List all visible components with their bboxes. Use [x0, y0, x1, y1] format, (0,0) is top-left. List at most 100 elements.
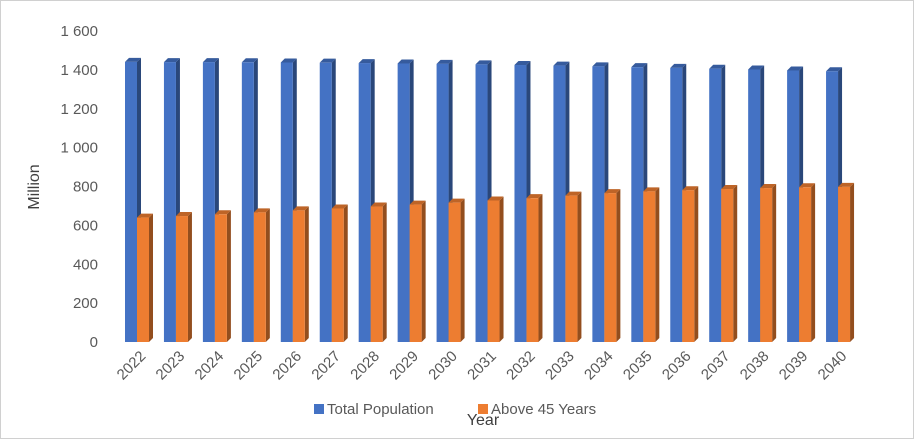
bar-front-face	[163, 62, 176, 342]
bar-top-face	[799, 183, 816, 188]
x-tick-label: 2034	[581, 348, 617, 384]
bar-above45-2025	[253, 208, 270, 342]
bar-above45-2040	[838, 182, 855, 342]
bar-top-face	[448, 198, 465, 203]
bar-front-face	[175, 216, 188, 342]
x-tick-label: 2036	[659, 348, 695, 384]
x-tick-label: 2030	[425, 348, 461, 384]
x-tick-label: 2039	[776, 348, 812, 384]
bar-above45-2023	[175, 212, 192, 342]
bar-above45-2024	[214, 210, 231, 342]
bar-side-face	[343, 204, 348, 342]
bar-front-face	[526, 198, 539, 342]
bar-front-face	[748, 69, 761, 342]
bar-above45-2038	[760, 184, 777, 342]
y-axis-ticks: 0 200 400 600 800 1 000 1 200 1 400 1 600	[60, 23, 98, 351]
bar-top-face	[280, 58, 297, 63]
y-tick-label: 1 400	[60, 62, 98, 79]
bar-top-face	[526, 194, 543, 199]
bar-side-face	[265, 208, 270, 342]
bar-top-face	[682, 186, 699, 191]
x-tick-label: 2029	[386, 348, 422, 384]
bar-top-face	[409, 200, 426, 205]
x-tick-label: 2023	[153, 348, 189, 384]
bar-front-face	[553, 65, 566, 342]
bar-top-face	[838, 182, 855, 187]
bar-above45-2034	[604, 189, 621, 342]
bar-side-face	[733, 185, 738, 342]
x-tick-label: 2033	[542, 348, 578, 384]
y-tick-label: 1 600	[60, 23, 98, 40]
bar-side-face	[149, 213, 153, 342]
bar-front-face	[202, 62, 215, 342]
bar-front-face	[838, 186, 851, 342]
bar-above45-2033	[565, 191, 582, 342]
y-tick-label: 800	[73, 179, 98, 196]
y-tick-label: 1 200	[60, 101, 98, 118]
bar-front-face	[721, 189, 734, 342]
bar-side-face	[499, 196, 504, 342]
bar-top-face	[709, 64, 726, 69]
bar-top-face	[397, 59, 414, 64]
bar-front-face	[514, 65, 527, 342]
bar-front-face	[397, 63, 410, 342]
bar-side-face	[655, 187, 660, 342]
bar-front-face	[331, 208, 344, 342]
x-axis-title: Year	[467, 412, 500, 429]
bar-front-face	[125, 61, 137, 342]
y-tick-label: 1 000	[60, 140, 98, 157]
y-tick-label: 0	[90, 334, 98, 351]
bar-top-face	[331, 204, 348, 209]
bar-above45-2036	[682, 186, 699, 342]
bar-side-face	[187, 212, 192, 342]
bar-side-face	[538, 194, 543, 342]
bar-front-face	[448, 202, 461, 342]
bar-top-face	[214, 210, 231, 215]
bar-front-face	[358, 63, 371, 343]
bar-side-face	[382, 202, 387, 342]
bar-top-face	[592, 62, 609, 67]
x-tick-label: 2040	[815, 348, 851, 384]
bar-top-face	[292, 206, 309, 211]
bar-top-face	[175, 212, 192, 217]
legend-label-above45: Above 45 Years	[491, 401, 596, 418]
x-tick-label: 2032	[503, 348, 539, 384]
bar-side-face	[694, 186, 699, 342]
bar-front-face	[137, 217, 149, 342]
bar-top-face	[643, 187, 660, 192]
bar-above45-2030	[448, 198, 465, 342]
bar-top-face	[358, 59, 375, 64]
x-tick-label: 2024	[192, 348, 228, 384]
bar-top-face	[475, 60, 492, 65]
bar-top-face	[253, 208, 270, 213]
y-tick-label: 400	[73, 256, 98, 273]
bar-front-face	[592, 66, 605, 342]
y-axis-title: Million	[26, 164, 43, 209]
bar-front-face	[604, 193, 617, 342]
bar-top-face	[370, 202, 387, 207]
bar-above45-2031	[487, 196, 504, 342]
bar-top-face	[826, 67, 843, 72]
bar-front-face	[370, 206, 383, 342]
y-tick-label: 200	[73, 295, 98, 312]
bar-top-face	[202, 58, 219, 63]
bar-top-face	[787, 66, 804, 71]
bar-above45-2028	[370, 202, 387, 342]
bar-above45-2026	[292, 206, 309, 342]
bar-front-face	[826, 71, 839, 342]
bar-front-face	[409, 204, 422, 342]
bar-side-face	[850, 182, 855, 342]
bar-front-face	[565, 195, 578, 342]
legend-swatch-total	[314, 404, 324, 414]
bars-group	[125, 57, 855, 343]
bar-top-face	[436, 59, 453, 64]
bar-top-face	[319, 58, 336, 63]
bar-top-face	[241, 58, 258, 63]
x-tick-label: 2027	[308, 348, 344, 384]
bar-front-face	[760, 188, 773, 342]
bar-side-face	[304, 206, 309, 342]
bar-top-face	[721, 185, 738, 190]
bar-front-face	[799, 187, 812, 342]
